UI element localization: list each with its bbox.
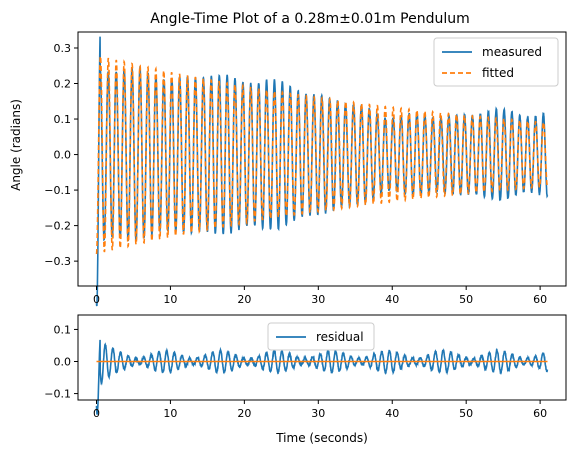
top-y-tick-label: 0.1 <box>54 113 72 126</box>
legend-label-residual: residual <box>316 330 364 344</box>
top-x-tick-label: 50 <box>459 293 473 306</box>
chart-title: Angle-Time Plot of a 0.28m±0.01m Pendulu… <box>150 11 470 27</box>
bottom-x-tick-label: 20 <box>237 407 251 420</box>
legend-label-fitted: fitted <box>482 66 514 80</box>
bottom-legend: residual <box>268 323 374 350</box>
bottom-x-tick-label: 0 <box>93 407 100 420</box>
top-x-tick-label: 10 <box>163 293 177 306</box>
bottom-y-tick-label: −0.1 <box>44 388 71 401</box>
top-y-tick-label: −0.1 <box>44 184 71 197</box>
bottom-y-tick-label: 0.0 <box>54 356 72 369</box>
bottom-x-tick-label: 40 <box>385 407 399 420</box>
bottom-x-tick-label: 60 <box>533 407 547 420</box>
bottom-y-tick-label: 0.1 <box>54 323 72 336</box>
bottom-plot-panel: 0 10 20 30 40 50 60 −0.1 0.0 0.1 Time (seconds) r… <box>44 315 566 445</box>
top-x-tick-label: 60 <box>533 293 547 306</box>
legend-label-measured: measured <box>482 45 542 59</box>
x-axis-label: Time (seconds) <box>275 431 368 445</box>
top-y-tick-label: −0.3 <box>44 255 71 268</box>
top-x-tick-label: 40 <box>385 293 399 306</box>
series-residual-line <box>96 340 547 415</box>
top-y-tick-label: 0.3 <box>54 42 72 55</box>
y-axis-label: Angle (radians) <box>9 99 23 191</box>
top-x-tick-label: 30 <box>311 293 325 306</box>
top-x-tick-label: 0 <box>93 293 100 306</box>
top-y-tick-label: 0.2 <box>54 78 72 91</box>
top-x-tick-label: 20 <box>237 293 251 306</box>
top-y-tick-label: −0.2 <box>44 220 71 233</box>
top-plot-panel: Angle-Time Plot of a 0.28m±0.01m Pendulu… <box>9 11 566 306</box>
top-legend: measured fitted <box>434 38 558 86</box>
bottom-x-tick-label: 10 <box>163 407 177 420</box>
bottom-x-tick-label: 30 <box>311 407 325 420</box>
bottom-series-group <box>96 340 547 415</box>
bottom-x-tick-label: 50 <box>459 407 473 420</box>
top-y-tick-label: 0.0 <box>54 149 72 162</box>
